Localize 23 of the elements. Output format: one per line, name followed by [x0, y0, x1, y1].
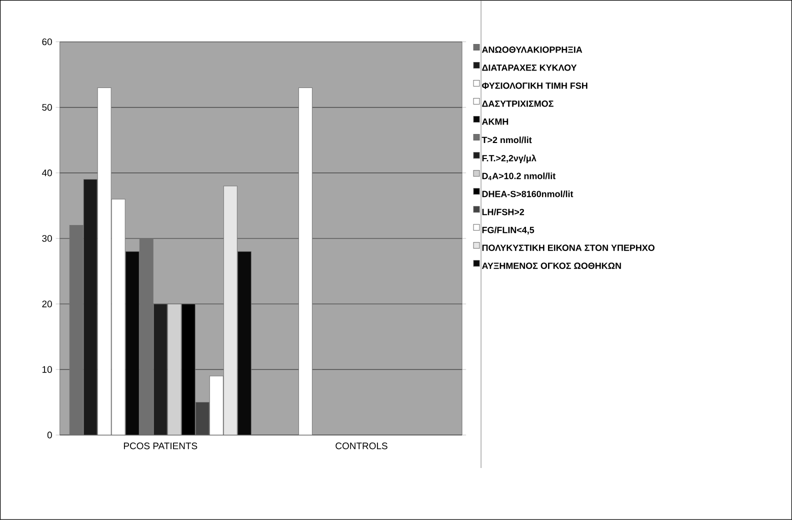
legend-label: D$_{4}$A>10.2 nmol/lit [482, 172, 556, 180]
y-tick-label: 10 [42, 366, 52, 373]
y-tick-label: 50 [42, 104, 52, 111]
legend-label: LH/FSH>2 [482, 208, 524, 216]
legend-label: ΠΟΛΥΚΥΣΤΙΚΗ ΕΙΚΟΝΑ ΣΤΟΝ ΥΠΕΡΗΧΟ [482, 244, 654, 252]
legend-label: ΑΚΜΗ [482, 118, 508, 125]
legend-label: DHEA-S>8160nmol/lit [482, 190, 574, 198]
x-tick-label: PCOS PATIENTS [124, 442, 198, 450]
y-tick-label: 30 [42, 235, 52, 242]
legend-label: ΦΥΣΙΟΛΟΓΙΚΗ ΤΙΜΗ FSH [482, 82, 588, 89]
bar [298, 88, 312, 436]
legend-label: F.T.>2,2νγ/μλ [482, 154, 536, 164]
x-tick-label: CONTROLS [336, 442, 388, 450]
y-tick-label: 0 [47, 432, 52, 438]
legend-label: ΑΝΩΟΘΥΛΑΚΙΟΡΡΗΞΙΑ [482, 46, 582, 53]
legend-label: ΔΙΑΤΑΡΑΧΕΣ ΚΥΚΛΟΥ [482, 64, 577, 71]
y-tick-label: 60 [42, 38, 52, 46]
y-tick-label: 40 [42, 170, 52, 176]
legend-label: FG/FLIN<4,5 [482, 226, 534, 235]
legend-label: T>2 nmol/lit [482, 136, 532, 144]
y-tick-label: 20 [42, 300, 52, 308]
legend-label: ΔΑΣΥΤΡΙΧΙΣΜΟΣ [482, 100, 554, 107]
legend-label: ΑΥΞΗΜΕΝΟΣ ΟΓΚΟΣ ΩΟΘΗΚΩΝ [482, 262, 621, 270]
